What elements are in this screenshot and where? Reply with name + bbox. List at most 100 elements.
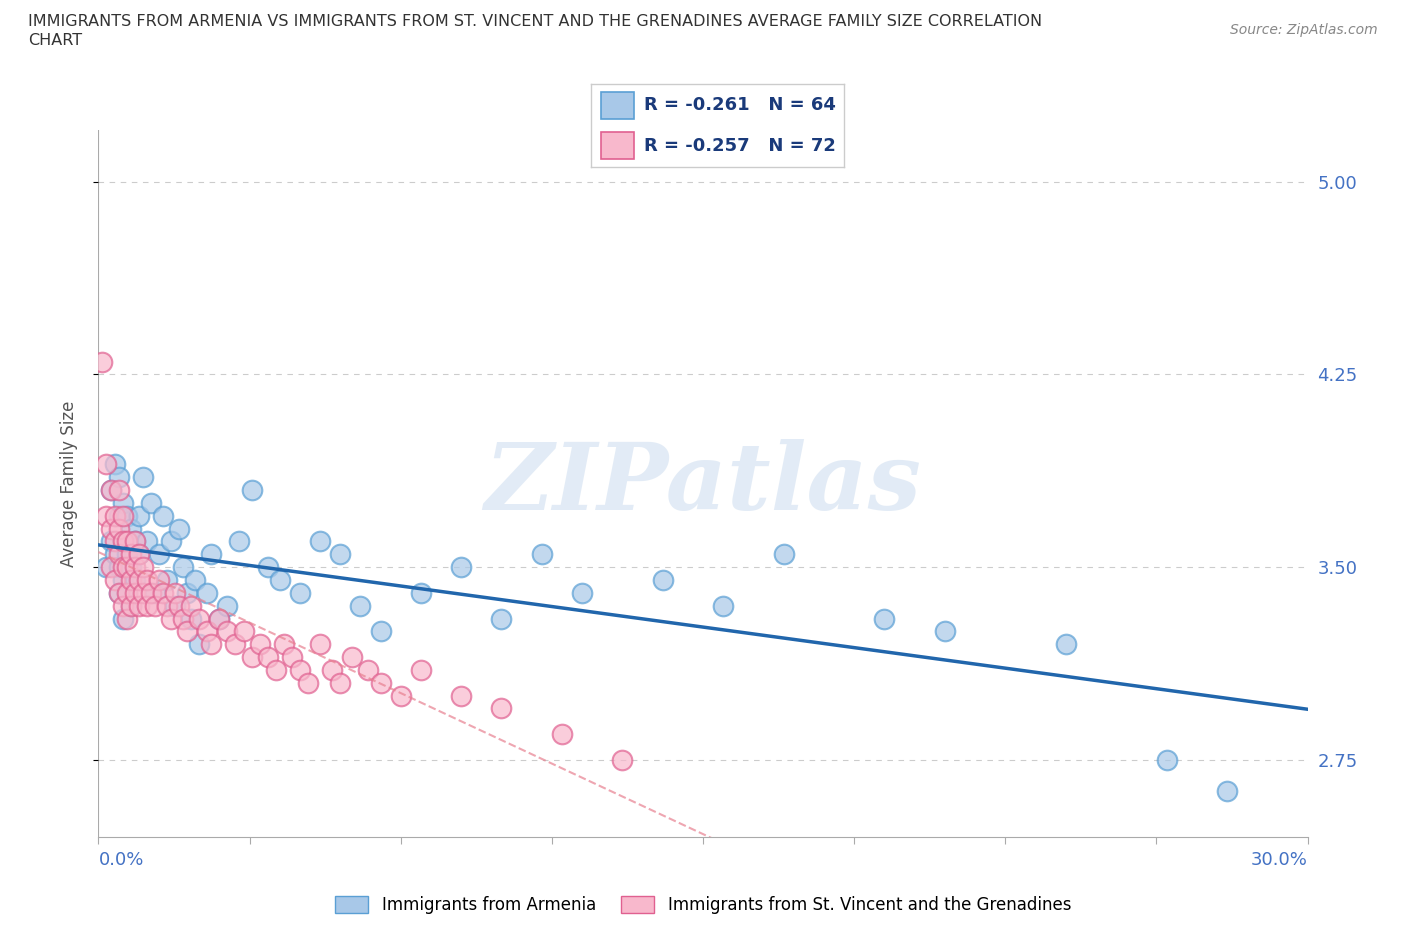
Point (107, 483, 129, 498)
Point (115, 560, 138, 575)
Point (180, 598, 202, 613)
Legend: Immigrants from Armenia, Immigrants from St. Vincent and the Grenadines: Immigrants from Armenia, Immigrants from… (328, 889, 1078, 921)
Point (156, 598, 179, 613)
Y-axis label: Average Family Size: Average Family Size (59, 401, 77, 566)
Point (530, 547, 553, 562)
Point (128, 547, 150, 562)
Point (370, 675, 392, 690)
Point (208, 611, 231, 626)
Point (167, 598, 190, 613)
Text: IMMIGRANTS FROM ARMENIA VS IMMIGRANTS FROM ST. VINCENT AND THE GRENADINES AVERAG: IMMIGRANTS FROM ARMENIA VS IMMIGRANTS FR… (28, 14, 1042, 29)
Point (139, 496, 162, 511)
Point (163, 585, 186, 600)
Point (107, 470, 129, 485)
Point (107, 585, 129, 600)
Point (256, 560, 278, 575)
Point (107, 547, 129, 562)
Text: R = -0.261   N = 64: R = -0.261 N = 64 (644, 97, 835, 114)
Point (111, 509, 134, 524)
Point (135, 573, 157, 588)
Point (100, 560, 122, 575)
Point (152, 585, 174, 600)
Point (329, 675, 352, 690)
Point (281, 650, 304, 665)
Point (256, 650, 278, 665)
Point (148, 547, 170, 562)
Point (188, 611, 211, 626)
Point (111, 611, 134, 626)
Point (115, 547, 138, 562)
Point (160, 611, 183, 626)
Point (288, 585, 311, 600)
Point (176, 585, 198, 600)
FancyBboxPatch shape (600, 92, 634, 119)
Point (115, 611, 138, 626)
Point (111, 534, 134, 549)
Point (772, 547, 794, 562)
Text: CHART: CHART (28, 33, 82, 47)
Point (124, 560, 146, 575)
Point (450, 688, 472, 703)
Point (115, 585, 138, 600)
Text: ZIPatlas: ZIPatlas (485, 439, 921, 528)
Point (934, 624, 956, 639)
Point (208, 611, 231, 626)
Point (184, 573, 207, 588)
Point (124, 573, 146, 588)
Point (111, 598, 134, 613)
Point (224, 637, 246, 652)
Point (1054, 637, 1077, 652)
Point (172, 560, 194, 575)
Point (309, 534, 332, 549)
FancyBboxPatch shape (600, 132, 634, 159)
Point (240, 650, 263, 665)
Point (160, 534, 183, 549)
Point (128, 598, 150, 613)
Point (172, 611, 194, 626)
Point (100, 534, 122, 549)
Text: R = -0.257   N = 72: R = -0.257 N = 72 (644, 137, 835, 154)
Point (329, 547, 352, 562)
Point (115, 509, 138, 524)
Point (91, 354, 114, 369)
Point (107, 560, 129, 575)
Point (124, 585, 146, 600)
Point (120, 573, 142, 588)
Point (409, 585, 432, 600)
Point (321, 662, 343, 677)
Point (107, 585, 129, 600)
Point (124, 534, 146, 549)
Point (143, 585, 166, 600)
Point (132, 560, 155, 575)
Point (711, 598, 734, 613)
Point (96, 509, 118, 524)
Point (152, 509, 174, 524)
Point (288, 662, 311, 677)
Point (111, 573, 134, 588)
Point (103, 573, 125, 588)
Text: Source: ZipAtlas.com: Source: ZipAtlas.com (1230, 23, 1378, 37)
Point (139, 585, 162, 600)
Point (163, 598, 186, 613)
Point (103, 457, 125, 472)
Point (491, 611, 513, 626)
Point (111, 534, 134, 549)
Point (188, 637, 211, 652)
Point (176, 624, 198, 639)
Point (103, 534, 125, 549)
Point (269, 573, 291, 588)
Point (111, 560, 134, 575)
Point (115, 534, 138, 549)
Point (135, 534, 157, 549)
Point (491, 701, 513, 716)
Point (128, 573, 150, 588)
Point (111, 496, 134, 511)
Point (120, 521, 142, 536)
Point (128, 547, 150, 562)
Point (132, 470, 155, 485)
Point (249, 637, 271, 652)
Point (264, 662, 287, 677)
Point (120, 560, 142, 575)
Point (100, 521, 122, 536)
Point (115, 585, 138, 600)
